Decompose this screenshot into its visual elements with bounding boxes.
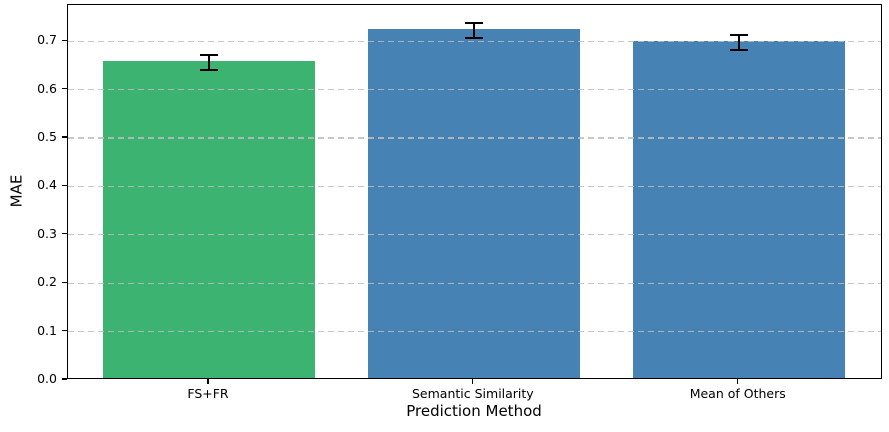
error-bar-part [729,34,748,37]
error-bar-part [729,49,748,52]
y-tick-label: 0.0 [37,371,57,386]
y-tick-mark [62,184,67,187]
y-tick-mark [62,88,67,90]
plot-area [67,4,882,379]
x-tick-label: Mean of Others [689,386,786,401]
gridline-y-0.5 [68,137,881,139]
x-tick-mark [737,379,739,384]
x-axis-label: Prediction Method [406,402,542,420]
error-bar-part [472,21,475,40]
x-tick-label: FS+FR [187,386,229,401]
error-bar-mean-of-others [729,34,748,52]
y-tick-label: 0.3 [37,225,57,241]
y-tick-mark [62,281,67,283]
error-bar-fs-fr [199,54,218,71]
error-bar-part [464,21,483,24]
gridline-y-0.1 [68,330,881,333]
bar-fs-fr [102,60,315,378]
error-bar-part [207,54,210,71]
y-tick-label: 0.7 [37,32,57,48]
y-tick-label: 0.5 [37,129,57,145]
y-tick-mark [62,233,67,235]
gridline-y-0.4 [68,185,881,188]
x-tick-label: Semantic Similarity [412,386,534,401]
gridline-y-0.3 [68,234,881,236]
bar-mean-of-others [632,40,845,378]
y-tick-mark [62,39,67,41]
error-bar-part [737,34,740,52]
error-bar-semantic-similarity [464,21,483,40]
y-tick-mark [62,378,67,380]
y-tick-label: 0.1 [37,322,57,338]
gridline-y-0.6 [68,89,881,91]
x-tick-mark [472,379,474,384]
y-tick-label: 0.2 [37,274,57,290]
bar-semantic-similarity [367,28,580,378]
y-tick-mark [62,136,67,138]
error-bar-part [199,68,218,71]
y-tick-mark [62,330,67,332]
y-tick-label: 0.6 [37,80,57,96]
error-bar-part [199,54,218,57]
y-tick-label: 0.4 [37,177,57,193]
x-tick-mark [207,379,209,384]
gridline-y-0.7 [68,40,881,42]
gridline-y-0.2 [68,282,881,284]
error-bar-part [464,37,483,40]
